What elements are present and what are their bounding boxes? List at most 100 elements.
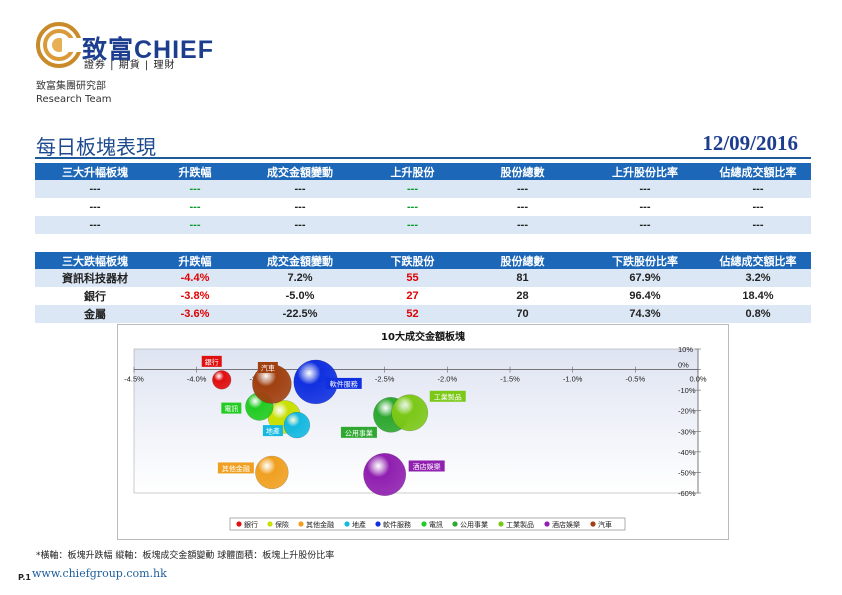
dept-chinese: 致富集團研究部 [36,81,106,92]
brand-tagline: 證券 | 期貨 | 理財 [84,60,176,71]
cell: --- [155,216,235,234]
legend-item: 公用事業 [460,520,488,529]
table-row: 銀行 -3.8% -5.0% 27 28 96.4% 18.4% [35,287,811,305]
data-label: 汽車 [261,363,275,372]
data-label-box [429,390,466,402]
cell: --- [705,216,811,234]
col-header: 三大跌幅板塊 [35,252,155,269]
cell: 7.2% [235,269,365,287]
cell: --- [155,180,235,198]
y-tick-label: -20% [678,407,696,416]
legend-marker [590,521,596,527]
legend-marker [421,521,427,527]
col-header: 股份總數 [460,252,585,269]
bubble [363,453,407,496]
data-label-box [340,426,377,438]
data-label: 軟件服務 [330,379,358,388]
cell: -3.6% [155,305,235,323]
cell: 18.4% [742,290,774,302]
data-label: 工業製品 [434,392,462,401]
x-tick-label: 0.0% [689,375,706,384]
data-label-box [201,355,222,367]
legend-item: 工業製品 [506,520,534,529]
bubble-chart: 10大成交金額板塊-4.5%-4.0%-3.5%-3.0%-2.5%-2.0%-… [124,330,707,531]
data-label: 銀行 [205,357,219,366]
cell: 52 [365,305,460,323]
col-header: 上升股份比率 [585,163,705,180]
col-header: 上升股份 [365,163,460,180]
cell: --- [235,216,365,234]
cell: --- [365,216,460,234]
page-title: 每日板塊表現 [36,135,156,159]
cell: --- [235,180,365,198]
bubble [283,411,311,439]
x-tick-label: -2.0% [438,375,458,384]
cell: 67.9% [585,269,705,287]
y-tick-label: -10% [678,386,696,395]
legend-item: 地產 [352,520,366,529]
table-header-row: 三大跌幅板塊 升跌幅 成交金額變動 下跌股份 股份總數 下跌股份比率 佔總成交額… [35,252,811,269]
cell: --- [639,201,651,213]
bubble-chart-container: 10大成交金額板塊-4.5%-4.0%-3.5%-3.0%-2.5%-2.0%-… [117,324,729,540]
col-header: 成交金額變動 [235,163,365,180]
cell: 81 [460,269,585,287]
cell: --- [517,201,528,213]
x-tick-label: -1.5% [500,375,520,384]
bubble [391,394,429,432]
cell: --- [407,201,418,213]
chart-footnote: *橫軸：板塊升跌幅 縱軸：板塊成交金額變動 球體面積：板塊上升股份比率 [36,551,335,561]
cell: --- [752,201,764,213]
y-tick-label: -30% [678,427,696,436]
table-row: 金屬 -3.6% -22.5% 52 70 74.3% 0.8% [35,305,811,323]
legend-marker [298,521,304,527]
cell: 銀行 [84,291,106,303]
data-label: 電訊 [224,404,238,413]
title-divider [35,157,811,159]
legend-item: 其他金融 [306,520,334,529]
col-header: 升跌幅 [155,163,235,180]
data-label-box [408,460,445,472]
cell: -3.8% [180,290,210,302]
cell: 金屬 [35,305,155,323]
col-header: 佔總成交額比率 [705,163,811,180]
table-row: --- --- --- --- --- --- --- [35,198,811,216]
data-label-box [257,361,278,373]
col-header: 股份總數 [460,163,585,180]
cell: 27 [406,290,419,302]
legend-marker [498,521,504,527]
cell: 資訊科技器材 [35,269,155,287]
cell: --- [35,180,155,198]
department: 致富集團研究部 Research Team [36,80,111,106]
legend-marker [236,521,242,527]
legend-marker [375,521,381,527]
y-tick-label: -40% [678,448,696,457]
top-losers-table: 三大跌幅板塊 升跌幅 成交金額變動 下跌股份 股份總數 下跌股份比率 佔總成交額… [35,252,811,323]
table-header-row: 三大升幅板塊 升跌幅 成交金額變動 上升股份 股份總數 上升股份比率 佔總成交額… [35,163,811,180]
bubble [255,455,289,490]
data-label-box [325,377,362,389]
x-tick-label: -0.5% [626,375,646,384]
data-label: 公用事業 [345,428,373,437]
col-header: 三大升幅板塊 [35,163,155,180]
data-label: 酒店娛樂 [413,462,441,471]
cell: -22.5% [235,305,365,323]
cell: 55 [365,269,460,287]
top-gainers-table: 三大升幅板塊 升跌幅 成交金額變動 上升股份 股份總數 上升股份比率 佔總成交額… [35,163,811,234]
cell: --- [189,201,201,213]
data-label-box [262,425,283,437]
chief-logo [36,22,246,68]
x-tick-label: -4.0% [187,375,207,384]
cell: 3.2% [705,269,811,287]
logo-swirl-icon [36,22,84,68]
y-tick-label: -50% [678,468,696,477]
data-label-box [217,462,254,474]
cell: 96.4% [629,290,661,302]
cell: --- [460,216,585,234]
data-label: 地產 [266,427,280,436]
table-row: --- --- --- --- --- --- --- [35,216,811,234]
y-tick-label: -60% [678,489,696,498]
page-number: P.1 [18,573,31,582]
legend-marker [344,521,350,527]
website-link[interactable]: www.chiefgroup.com.hk [32,567,167,580]
legend-box [229,517,626,531]
